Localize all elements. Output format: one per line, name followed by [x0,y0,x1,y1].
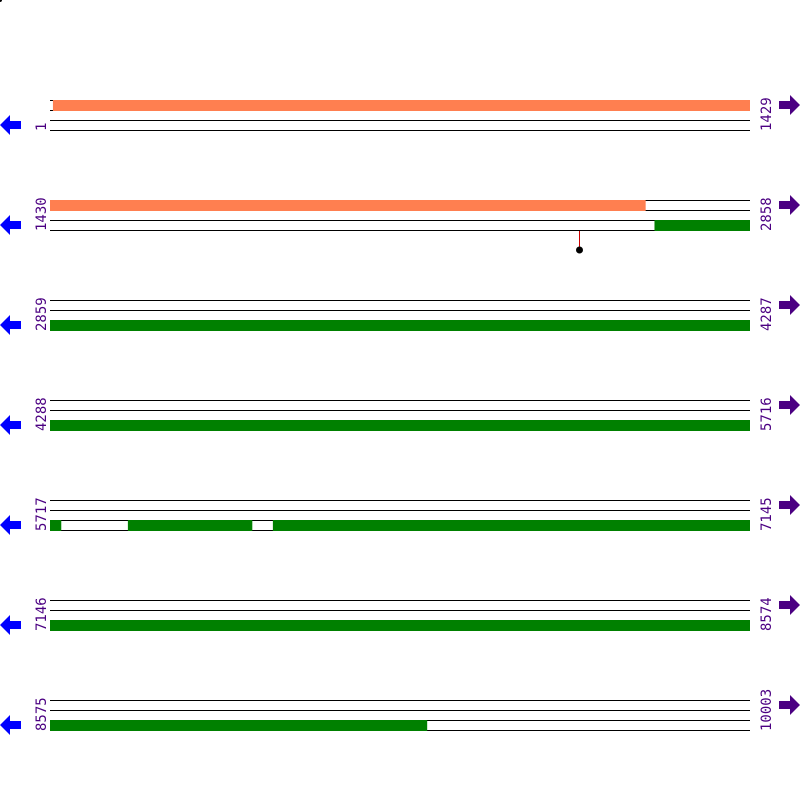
row-start-label: 4288 [34,397,50,431]
orange-feature-bar[interactable] [52,100,751,111]
sequence-row: 5717 7145 [0,495,800,535]
right-arrow-icon [779,395,800,415]
sequence-row: 7146 8574 [0,595,800,635]
right-arrow-icon [779,295,800,315]
green-feature-bar[interactable] [50,420,750,431]
lollipop-marker[interactable] [576,246,583,254]
sequence-row: 8575 10003 [0,689,800,735]
left-arrow-icon [0,115,21,135]
row-end-label: 10003 [759,689,775,731]
green-feature-bar[interactable] [50,620,750,631]
left-arrow-icon [0,215,21,235]
right-arrow-icon [779,595,800,615]
green-feature-bar[interactable] [272,520,750,531]
row-end-label: 2858 [759,197,775,231]
left-arrow-icon [0,515,21,535]
right-arrow-icon [779,695,800,715]
row-end-label: 5716 [759,397,775,431]
green-feature-bar[interactable] [50,720,428,731]
green-feature-bar[interactable] [50,520,62,531]
orange-feature-bar[interactable] [50,200,646,211]
green-feature-bar[interactable] [50,320,750,331]
green-feature-bar[interactable] [654,220,750,231]
left-arrow-icon [0,315,21,335]
row-end-label: 4287 [759,297,775,331]
right-arrow-icon [779,495,800,515]
sequence-row: 2859 4287 [0,295,800,335]
sequence-row: 1430 2858 [0,195,800,254]
row-start-label: 2859 [34,297,50,331]
right-arrow-icon [779,95,800,115]
row-start-label: 5717 [34,497,50,531]
sequence-row: 4288 5716 [0,395,800,435]
row-end-label: 8574 [759,597,775,631]
left-arrow-icon [0,615,21,635]
green-feature-bar[interactable] [127,520,253,531]
row-start-label: 1 [34,123,50,131]
sequence-row: 1 1429 [0,95,800,135]
left-arrow-icon [0,415,21,435]
row-start-label: 7146 [34,597,50,631]
row-end-label: 1429 [759,97,775,131]
row-start-label: 1430 [34,197,50,231]
left-arrow-icon [0,715,21,735]
row-end-label: 7145 [759,497,775,531]
row-start-label: 8575 [34,697,50,731]
corner-dot [0,0,2,2]
right-arrow-icon [779,195,800,215]
